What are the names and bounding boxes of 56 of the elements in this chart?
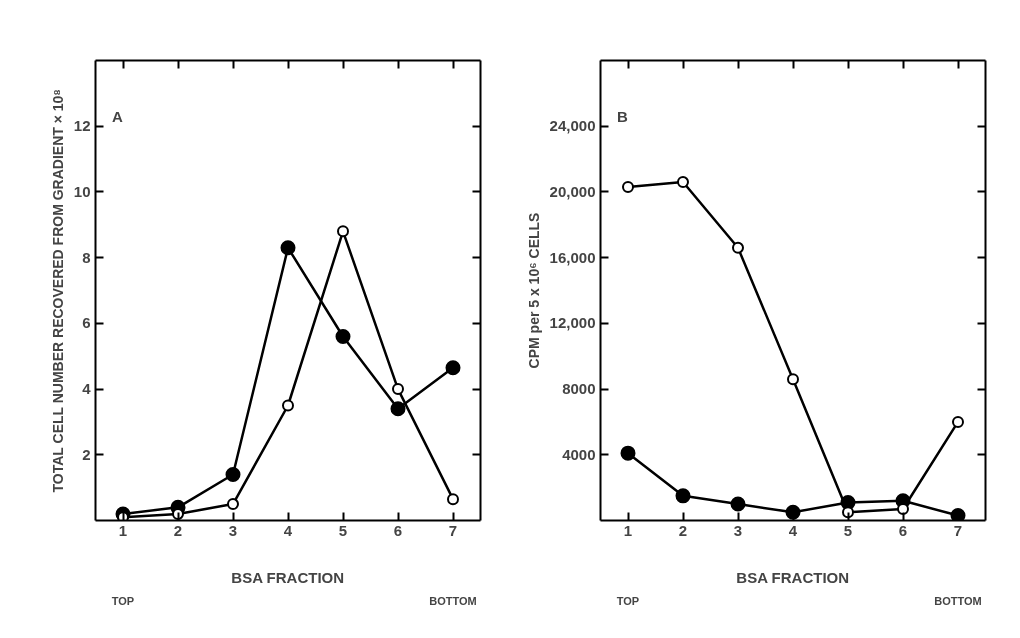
x-tick-label: 5 xyxy=(338,521,348,539)
point xyxy=(787,373,799,386)
y-tick-label: 8 xyxy=(82,248,91,266)
x-tick-label: 6 xyxy=(393,521,403,539)
x-tick-label: 1 xyxy=(118,521,128,539)
x-tick-label: 3 xyxy=(733,521,743,539)
point xyxy=(447,493,459,506)
x-axis-title: BSA FRACTION xyxy=(736,568,850,586)
y-tick-label: 8000 xyxy=(562,380,596,398)
y-tick-label: 20,000 xyxy=(549,182,596,200)
y-tick-label: 4000 xyxy=(562,445,596,463)
x-tick-label: 7 xyxy=(448,521,458,539)
annotation: B xyxy=(617,107,628,125)
text: TOP xyxy=(111,594,135,607)
y-tick-label: 12,000 xyxy=(549,314,596,332)
y-axis-title: TOTAL CELL NUMBER RECOVERED FROM GRADIENT × 10⁸ xyxy=(49,89,66,493)
point xyxy=(335,329,351,344)
point xyxy=(950,508,966,521)
point xyxy=(390,401,406,417)
x-tick-label: 5 xyxy=(843,521,853,539)
point xyxy=(280,240,296,256)
point xyxy=(392,383,404,396)
y-tick-label: 4 xyxy=(82,380,92,398)
x-tick-label: 2 xyxy=(678,521,688,539)
x-tick-label: 7 xyxy=(953,521,963,539)
point xyxy=(952,415,964,428)
x-tick-label: 6 xyxy=(898,521,908,539)
point xyxy=(282,399,294,412)
x-tick-label: 3 xyxy=(228,521,238,539)
point xyxy=(227,498,239,511)
x-tick-label: 4 xyxy=(283,521,293,539)
y-tick-label: 24,000 xyxy=(549,117,596,135)
point xyxy=(732,241,744,254)
point xyxy=(677,176,689,189)
text: BOTTOM xyxy=(934,594,982,607)
y-tick-label: 16,000 xyxy=(549,248,596,266)
y-tick-label: 6 xyxy=(82,314,91,332)
x-tick-label: 2 xyxy=(173,521,183,539)
x-tick-label: 1 xyxy=(623,521,633,539)
point xyxy=(445,360,461,376)
y-tick-label: 2 xyxy=(82,445,91,463)
point xyxy=(675,488,691,504)
point xyxy=(785,504,801,520)
point xyxy=(337,225,349,238)
point xyxy=(730,496,746,512)
text: BOTTOM xyxy=(429,594,477,607)
y-tick-label: 10 xyxy=(73,182,91,200)
y-tick-label: 12 xyxy=(73,117,91,135)
annotation: A xyxy=(112,107,123,125)
x-tick-label: 4 xyxy=(788,521,798,539)
point xyxy=(622,181,634,193)
y-axis-title: CPM per 5 x 10⁶ CELLS xyxy=(525,212,542,369)
point xyxy=(620,445,636,461)
x-axis-title: BSA FRACTION xyxy=(231,568,345,586)
text: TOP xyxy=(616,594,640,607)
point xyxy=(225,467,241,482)
